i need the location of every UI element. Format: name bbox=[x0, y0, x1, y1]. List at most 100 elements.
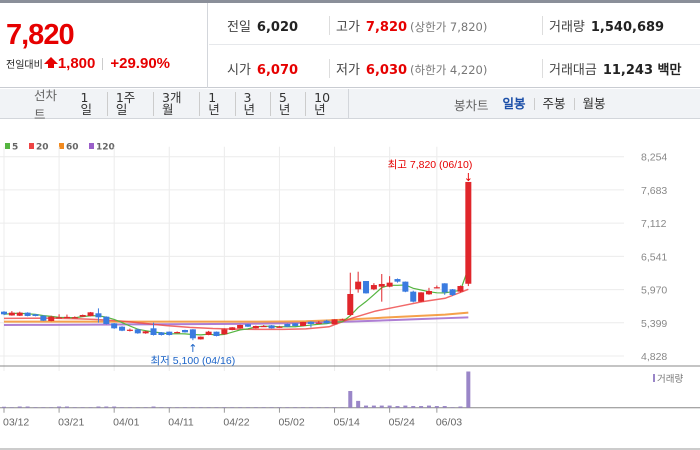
candle-body bbox=[433, 287, 440, 289]
y-tick-label: 5,399 bbox=[641, 318, 667, 330]
candle-body bbox=[252, 325, 259, 329]
candle-body bbox=[166, 331, 173, 335]
volume-bar bbox=[442, 406, 447, 408]
x-tick-label: 03/21 bbox=[58, 417, 84, 429]
low-label: 저가 bbox=[336, 63, 360, 78]
open-price: 시가 6,070 bbox=[227, 59, 298, 78]
candle-body bbox=[63, 316, 70, 319]
candle-body bbox=[363, 281, 370, 294]
volume-bar bbox=[348, 391, 353, 408]
candle-body bbox=[237, 324, 244, 329]
period-1y[interactable]: 1년 bbox=[199, 91, 234, 116]
volume-value: 1,540,689 bbox=[590, 20, 665, 35]
volume-bar bbox=[379, 405, 384, 408]
period-1d[interactable]: 1일 bbox=[80, 90, 93, 117]
volume-bar bbox=[458, 406, 463, 408]
period-1w[interactable]: 1주일 bbox=[106, 91, 153, 116]
y-tick-label: 6,541 bbox=[641, 251, 667, 263]
candle-body bbox=[126, 329, 133, 331]
change-label: 전일대비 bbox=[6, 60, 43, 71]
volume-bar bbox=[2, 406, 6, 408]
up-arrow-icon bbox=[43, 57, 58, 68]
candle-weekly[interactable]: 주봉 bbox=[533, 97, 574, 110]
x-tick-label: 05/24 bbox=[389, 417, 415, 429]
ma60-line bbox=[4, 311, 469, 323]
period-10y[interactable]: 10년 bbox=[305, 91, 348, 116]
low-annotation: 최저 5,100 (04/16) bbox=[151, 355, 236, 367]
candle-body bbox=[449, 289, 456, 295]
volume-bar bbox=[466, 371, 471, 408]
amount-label: 거래대금 bbox=[549, 63, 597, 78]
volume-bar bbox=[25, 406, 30, 408]
candle-body bbox=[24, 312, 31, 316]
open-label: 시가 bbox=[227, 63, 251, 78]
candle-monthly[interactable]: 월봉 bbox=[573, 97, 614, 110]
candle-chart-label: 봉차트 bbox=[454, 97, 489, 113]
candle-body bbox=[386, 282, 393, 287]
legend-swatch bbox=[89, 143, 94, 149]
period-3y[interactable]: 3년 bbox=[234, 91, 270, 116]
candle-body bbox=[205, 331, 212, 335]
volume-bar bbox=[64, 406, 69, 408]
chart-toolbar: 선차트 1일 1주일 3개월 1년 3년 5년 10년 봉차트 일봉 주봉 월봉 bbox=[0, 88, 700, 122]
candle-body bbox=[339, 319, 346, 321]
stock-chart: 5 20 60 120 8,254 7,683 7,112 6,541 5,970 5,399 4,… bbox=[0, 143, 700, 450]
candle-body bbox=[142, 331, 149, 334]
y-tick-label: 8,254 bbox=[641, 152, 667, 164]
change-percent: +29.90% bbox=[110, 55, 170, 72]
volume-bar bbox=[419, 406, 424, 408]
x-tick-label: 04/11 bbox=[168, 417, 194, 429]
volume-bar bbox=[151, 406, 156, 408]
volume-bar bbox=[411, 406, 416, 408]
legend-label: 120 bbox=[96, 143, 115, 153]
candle-body bbox=[355, 281, 362, 290]
x-tick-label: 05/14 bbox=[334, 417, 360, 429]
amount-value: 11,243 백만 bbox=[602, 63, 682, 78]
candle-body bbox=[300, 322, 307, 326]
lower-limit: (하한가 4,220) bbox=[410, 63, 488, 77]
candle-body bbox=[347, 293, 354, 315]
candle-body bbox=[441, 283, 448, 293]
candle-daily[interactable]: 일봉 bbox=[502, 96, 526, 111]
y-tick-label: 5,970 bbox=[641, 285, 667, 297]
candle-body bbox=[276, 326, 283, 328]
volume-bar bbox=[96, 406, 101, 408]
candle-body bbox=[418, 292, 425, 302]
quote-panel: 7,820 전일대비 1,800 +29.90% 전일 6,020 고가 7,820… bbox=[0, 3, 700, 88]
candle-body bbox=[56, 317, 63, 319]
period-5y[interactable]: 5년 bbox=[269, 91, 305, 116]
divider bbox=[102, 57, 104, 70]
trade-amount: 거래대금 11,243 백만 bbox=[542, 59, 681, 78]
high-value: 7,820 bbox=[365, 20, 408, 35]
candle-body bbox=[268, 325, 275, 329]
prev-close: 전일 6,020 bbox=[227, 16, 298, 35]
candle-body bbox=[378, 283, 385, 287]
price-change: 전일대비 1,800 +29.90% bbox=[6, 55, 170, 72]
legend-label: 20 bbox=[36, 143, 49, 153]
volume-legend-label: 거래량 bbox=[657, 373, 683, 385]
volume-bar bbox=[112, 406, 117, 408]
candle-body bbox=[150, 328, 157, 335]
candle-body bbox=[16, 312, 23, 316]
volume-bar bbox=[426, 405, 431, 408]
y-tick-label: 7,683 bbox=[641, 185, 667, 197]
candle-body bbox=[292, 323, 299, 326]
candle-body bbox=[244, 324, 251, 327]
candle-body bbox=[158, 332, 165, 335]
volume: 거래량 1,540,689 bbox=[542, 16, 664, 35]
candle-body bbox=[174, 332, 181, 334]
period-3m[interactable]: 3개월 bbox=[153, 91, 199, 116]
open-value: 6,070 bbox=[256, 63, 299, 78]
current-price: 7,820 bbox=[6, 19, 75, 51]
candle-body bbox=[307, 321, 314, 325]
candle-body bbox=[229, 327, 236, 330]
candle-body bbox=[1, 311, 7, 315]
upper-limit: (상한가 7,820) bbox=[410, 20, 488, 34]
x-tick-label: 04/22 bbox=[223, 417, 249, 429]
candle-body bbox=[119, 326, 126, 331]
candle-chart-periods: 봉차트 일봉 주봉 월봉 bbox=[350, 89, 700, 119]
candle-body bbox=[182, 329, 189, 333]
high-annotation: 최고 7,820 (06/10) bbox=[388, 159, 473, 171]
top-border bbox=[0, 0, 700, 3]
candle-body bbox=[48, 316, 55, 321]
